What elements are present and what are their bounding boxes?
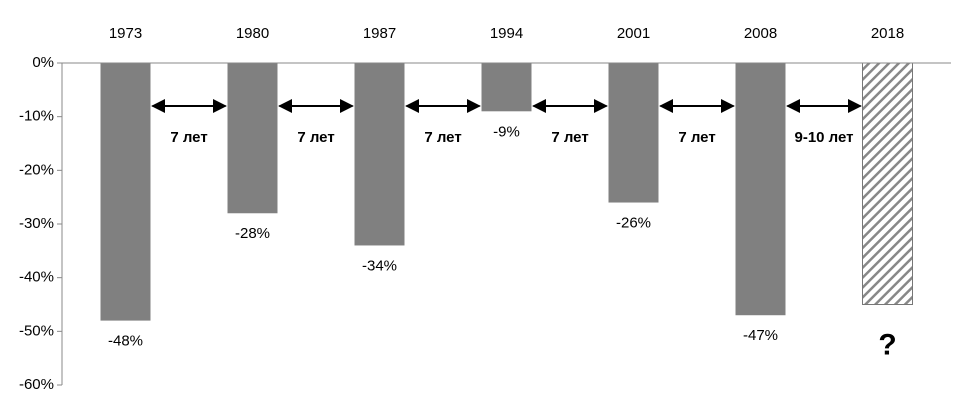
- y-tick-label: -20%: [19, 161, 54, 178]
- bar: [608, 63, 659, 203]
- gap-label: 7 лет: [170, 129, 207, 146]
- x-tick-label: 2001: [617, 25, 650, 42]
- y-tick-label: -60%: [19, 376, 54, 393]
- value-label: -28%: [235, 225, 270, 242]
- x-tick-label: 1987: [363, 25, 396, 42]
- x-tick-label: 2018: [871, 25, 904, 42]
- value-label: -9%: [493, 123, 520, 140]
- value-label: -34%: [362, 257, 397, 274]
- value-label: -26%: [616, 215, 651, 232]
- gap-label: 7 лет: [551, 129, 588, 146]
- y-tick-label: 0%: [32, 54, 54, 71]
- bar: [354, 63, 405, 246]
- unknown-label: ?: [878, 328, 896, 361]
- bar: [735, 63, 786, 316]
- x-tick-label: 1973: [109, 25, 142, 42]
- y-tick-label: -10%: [19, 108, 54, 125]
- bar: [227, 63, 278, 214]
- gap-label: 7 лет: [297, 129, 334, 146]
- x-tick-label: 1994: [490, 25, 523, 42]
- gap-label: 7 лет: [424, 129, 461, 146]
- bar: [100, 63, 151, 321]
- value-label: -47%: [743, 327, 778, 344]
- bar: [481, 63, 532, 112]
- gap-label: 9-10 лет: [794, 129, 853, 146]
- x-tick-label: 2008: [744, 25, 777, 42]
- y-tick-label: -30%: [19, 215, 54, 232]
- gap-label: 7 лет: [678, 129, 715, 146]
- x-tick-label: 1980: [236, 25, 269, 42]
- y-tick-label: -50%: [19, 322, 54, 339]
- value-label: -48%: [108, 333, 143, 350]
- y-tick-label: -40%: [19, 269, 54, 286]
- bar: [862, 62, 913, 305]
